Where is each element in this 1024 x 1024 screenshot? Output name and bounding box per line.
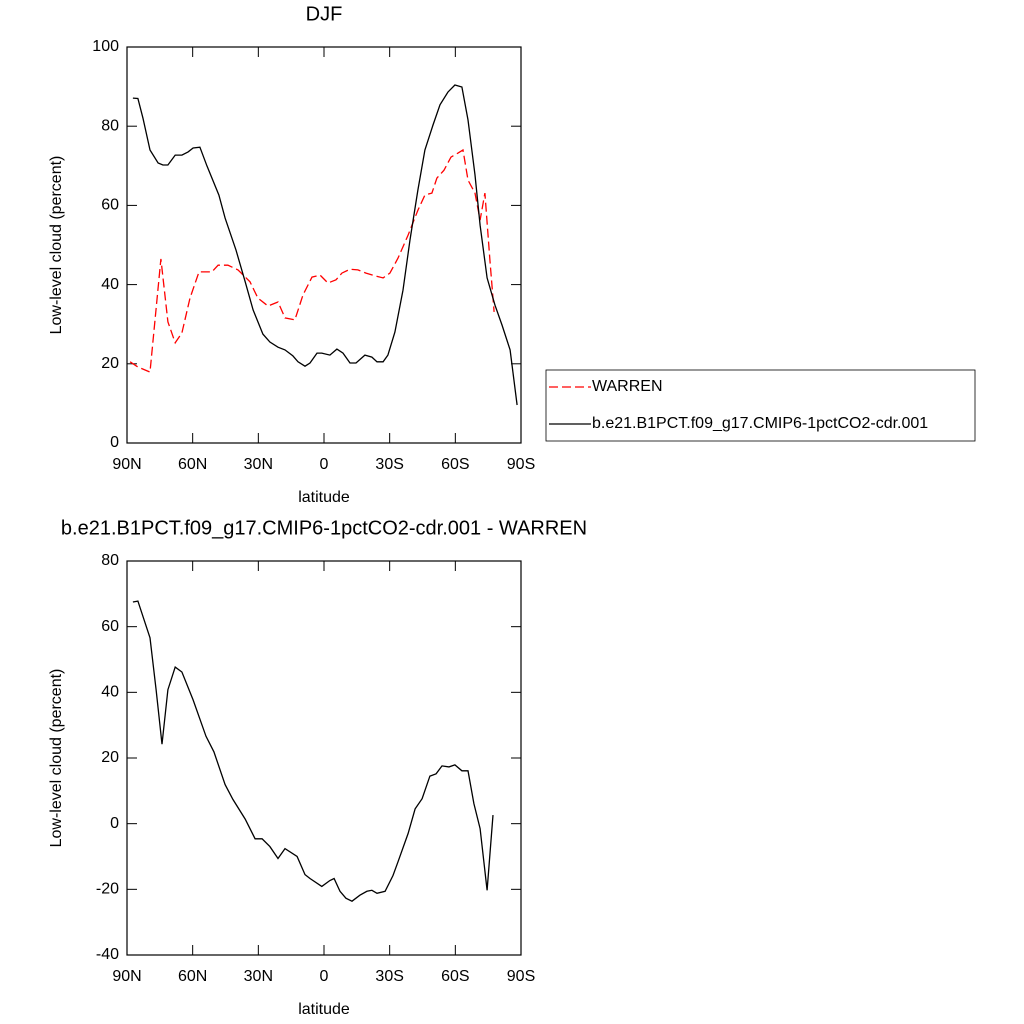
x-tick-label: 30N [244, 968, 273, 985]
y-tick-label: 0 [110, 815, 119, 832]
x-axis-label: latitude [298, 489, 350, 506]
plot-frame [126, 46, 522, 444]
x-axis-label: latitude [298, 1001, 350, 1018]
data-line [132, 600, 494, 902]
x-tick-label: 90S [507, 968, 535, 985]
plot: DJF latitude Low-level cloud (percent) 0 20 4… [48, 3, 976, 506]
x-tick-label: 30S [375, 968, 403, 985]
y-tick-label: 80 [101, 552, 119, 569]
x-tick-label: 60S [441, 968, 469, 985]
y-tick-label: -20 [96, 881, 119, 898]
x-tick-label: 60S [441, 456, 469, 473]
y-tick-label: 20 [101, 355, 119, 372]
y-axis-label: Low-level cloud (percent) [48, 669, 65, 848]
y-tick-label: 0 [110, 434, 119, 451]
y-tick-label: 40 [101, 276, 119, 293]
y-tick-label: 60 [101, 618, 119, 635]
data-line [129, 148, 495, 374]
y-tick-label: -40 [96, 946, 119, 963]
legend-box [545, 369, 976, 442]
chart-title: DJF [306, 3, 343, 25]
legend: WARREN b.e21.B1PCT.f09_g17.CMIP6-1pctCO2-… [545, 369, 976, 442]
plot: b.e21.B1PCT.f09_g17.CMIP6-1pctCO2-cdr.00… [48, 517, 587, 1018]
y-tick-label: 100 [92, 38, 119, 55]
x-tick-label: 90N [112, 456, 141, 473]
x-tick-label: 60N [178, 456, 207, 473]
x-tick-label: 0 [320, 456, 329, 473]
x-tick-label: 90N [112, 968, 141, 985]
data-line [132, 84, 518, 406]
x-tick-label: 90S [507, 456, 535, 473]
legend-label: b.e21.B1PCT.f09_g17.CMIP6-1pctCO2-cdr.00… [592, 415, 928, 432]
legend-label: WARREN [592, 378, 663, 395]
plot-frame [126, 560, 522, 956]
y-tick-label: 80 [101, 117, 119, 134]
x-tick-label: 30S [375, 456, 403, 473]
x-tick-label: 0 [320, 968, 329, 985]
y-axis-label: Low-level cloud (percent) [48, 156, 65, 335]
y-tick-label: 60 [101, 197, 119, 214]
y-tick-label: 20 [101, 749, 119, 766]
x-tick-label: 30N [244, 456, 273, 473]
chart-title: b.e21.B1PCT.f09_g17.CMIP6-1pctCO2-cdr.00… [61, 517, 587, 539]
x-tick-label: 60N [178, 968, 207, 985]
y-tick-label: 40 [101, 684, 119, 701]
